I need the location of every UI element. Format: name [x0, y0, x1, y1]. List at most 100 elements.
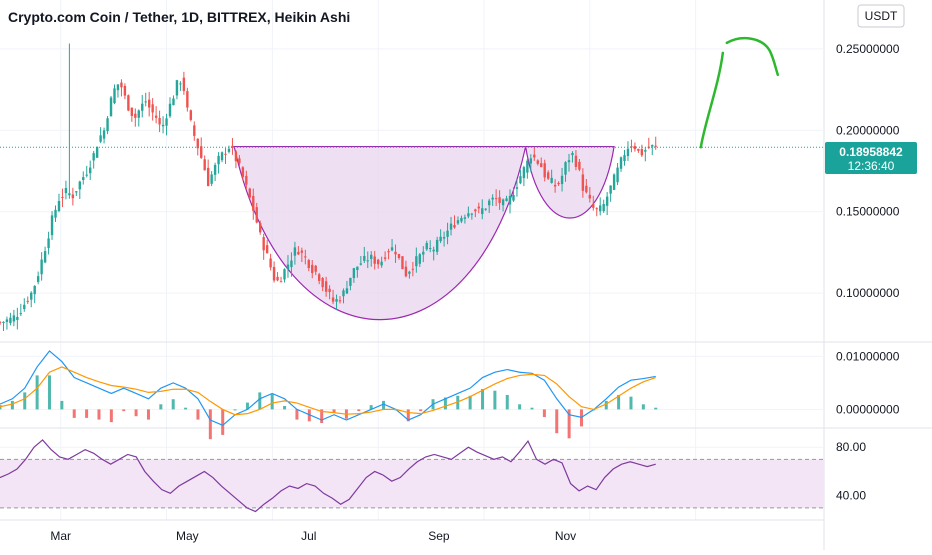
candle-body [338, 300, 342, 302]
candle-body [349, 277, 352, 286]
candle-body [626, 148, 630, 157]
candle-body [307, 260, 310, 269]
price-tag-countdown: 12:36:40 [848, 159, 895, 173]
x-tick-label: May [176, 529, 199, 543]
candle-body [328, 288, 331, 293]
rsi-line [0, 439, 656, 513]
candle-body [71, 194, 75, 199]
candle-body [619, 157, 623, 169]
candle-body [387, 251, 390, 253]
candle-body [432, 249, 435, 252]
candle-body [605, 196, 609, 206]
candle-body [553, 184, 557, 187]
signal-line [0, 366, 656, 416]
macd-line [0, 350, 656, 427]
macd-histogram-bar [283, 406, 287, 410]
candle-body [186, 91, 189, 108]
y-tick-label: 40.00 [836, 489, 866, 503]
candle-body [57, 200, 61, 211]
macd-histogram-bar [171, 399, 175, 410]
candle-body [68, 193, 71, 196]
candle-body [130, 107, 134, 116]
candle-body [0, 322, 2, 324]
candle-body [168, 103, 172, 117]
macd-histogram-bar [23, 392, 27, 410]
candle-body [585, 185, 588, 193]
candle-body [269, 258, 272, 268]
x-tick-label: Nov [555, 529, 576, 543]
x-tick-label: Sep [428, 529, 450, 543]
candle-body [595, 208, 598, 210]
candle-body [85, 174, 88, 176]
handle-pattern [524, 145, 615, 219]
candle-body [265, 245, 269, 254]
candle-body [425, 242, 428, 250]
candle-body [217, 155, 220, 165]
macd-histogram-bar [245, 402, 249, 410]
candle-body [439, 236, 442, 242]
candle-body [491, 197, 494, 200]
candle-body [290, 260, 293, 268]
candle-body [612, 174, 616, 190]
candle-body [26, 300, 29, 302]
candle-body [411, 268, 415, 270]
candle-body [89, 167, 92, 174]
candle-body [508, 195, 512, 205]
candle-body [470, 213, 474, 215]
candle-body [304, 256, 307, 258]
macd-histogram-bar [530, 407, 534, 410]
candle-body [442, 237, 446, 239]
candle-body [116, 84, 120, 91]
candle-body [12, 315, 16, 322]
candle-body [380, 261, 383, 266]
price-tag-price: 0.18958842 [839, 145, 903, 159]
candle-body [317, 274, 321, 281]
candle-body [588, 194, 592, 199]
candle-body [196, 138, 199, 149]
candle-body [175, 80, 179, 96]
candle-body [363, 256, 366, 261]
candle-body [54, 209, 57, 218]
candle-body [467, 213, 470, 217]
candle-body [390, 247, 394, 251]
macd-histogram-bar [542, 409, 546, 418]
candle-body [408, 271, 411, 274]
candle-body [262, 237, 265, 251]
macd-histogram-bar [493, 390, 497, 410]
candle-body [144, 101, 147, 103]
candle-body [415, 256, 418, 267]
candle-body [484, 208, 487, 210]
candle-body [50, 215, 54, 236]
candle-body [623, 155, 626, 161]
candle-body [640, 148, 644, 156]
macd-histogram-bar [295, 409, 299, 420]
candle-body [633, 146, 637, 150]
macd-histogram-bar [47, 375, 51, 410]
price-tag-box [825, 142, 917, 174]
candle-body [241, 167, 245, 177]
macd-histogram-bar [184, 407, 188, 410]
candle-body [276, 276, 279, 281]
macd-histogram-bar [258, 392, 262, 410]
candle-body [487, 200, 491, 206]
candle-body [578, 161, 581, 170]
candle-body [5, 319, 9, 322]
candle-body [220, 152, 224, 161]
candle-body [9, 317, 12, 324]
candle-body [422, 251, 425, 255]
currency-button-frame [857, 4, 905, 28]
candle-body [592, 204, 595, 208]
candle-body [2, 321, 5, 323]
price-tag: 0.18958842 12:36:40 [825, 142, 917, 174]
candle-body [36, 276, 40, 282]
candle-body [494, 198, 498, 200]
candle-body [23, 304, 26, 310]
candle-body [543, 163, 546, 178]
candle-body [311, 264, 314, 274]
candle-body [557, 182, 560, 185]
candle-body [515, 187, 519, 189]
currency-button[interactable]: USDT [857, 4, 905, 28]
macd-histogram-bar [85, 409, 89, 418]
candle-body [498, 197, 501, 203]
